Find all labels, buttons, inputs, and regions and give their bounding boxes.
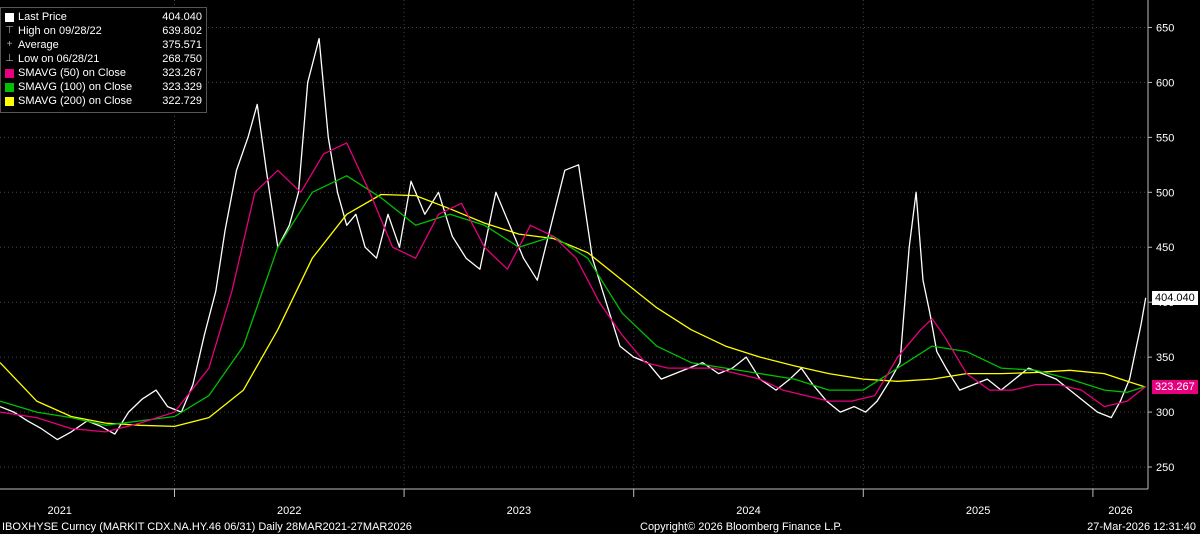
legend-swatch	[5, 82, 14, 92]
series-line-sma200	[0, 193, 1146, 428]
legend-entry-low: ⊥ Low on 06/28/21 268.750	[5, 52, 202, 66]
y-tick-label: 600	[1156, 77, 1174, 89]
legend-label: SMAVG (50) on Close	[18, 67, 127, 79]
y-tick-label: 250	[1156, 462, 1174, 474]
series-line-sma100	[0, 175, 1146, 426]
y-tick-label: 550	[1156, 132, 1174, 144]
x-tick-label: 2023	[507, 505, 531, 517]
y-tick-label: 650	[1156, 22, 1174, 34]
x-tick-label: 2024	[736, 505, 760, 517]
y-tick-label: 300	[1156, 407, 1174, 419]
legend-value: 323.267	[162, 67, 202, 79]
x-tick-label: 2022	[277, 505, 301, 517]
series-line-sma50	[0, 142, 1147, 433]
y-tick-label: 350	[1156, 352, 1174, 364]
y-tick-label: 500	[1156, 187, 1174, 199]
legend-entry-sma100: SMAVG (100) on Close 323.329	[5, 80, 202, 94]
series-line-price	[0, 37, 1147, 441]
legend-value: 404.040	[162, 11, 202, 23]
x-tick-label: 2025	[966, 505, 990, 517]
legend-label: SMAVG (100) on Close	[18, 81, 133, 93]
legend-swatch	[5, 96, 14, 106]
legend-label: Average	[18, 39, 59, 51]
chart-axes: 2503003504004505005506006502021202220232…	[0, 0, 1174, 517]
legend-entry-sma50: SMAVG (50) on Close 323.267	[5, 66, 202, 80]
legend-swatch	[5, 68, 14, 78]
sma50-price-tag: 323.267	[1152, 379, 1198, 394]
chart-series	[0, 37, 1147, 441]
legend-entry-sma200: SMAVG (200) on Close 322.729	[5, 94, 202, 108]
footer-timestamp: 27-Mar-2026 12:31:40	[1087, 521, 1196, 533]
legend-entry-high: ⊤ High on 09/28/22 639.802	[5, 24, 202, 38]
average-marker-icon: +	[6, 39, 13, 50]
legend-label: SMAVG (200) on Close	[18, 95, 133, 107]
x-tick-label: 2021	[47, 505, 71, 517]
legend-entry-last-price: Last Price 404.040	[5, 10, 202, 24]
footer-security-description: IBOXHYSE Curncy (MARKIT CDX.NA.HY.46 06/…	[2, 521, 412, 533]
legend-value: 639.802	[162, 25, 202, 37]
legend-value: 268.750	[162, 53, 202, 65]
footer-copyright: Copyright© 2026 Bloomberg Finance L.P.	[640, 521, 843, 533]
chart-legend: Last Price 404.040 ⊤ High on 09/28/22 63…	[0, 7, 207, 113]
legend-value: 322.729	[162, 95, 202, 107]
legend-value: 375.571	[162, 39, 202, 51]
high-marker-icon: ⊤	[5, 25, 14, 36]
legend-label: High on 09/28/22	[18, 25, 102, 37]
legend-label: Low on 06/28/21	[18, 53, 100, 65]
legend-value: 323.329	[162, 81, 202, 93]
chart-footer: IBOXHYSE Curncy (MARKIT CDX.NA.HY.46 06/…	[0, 520, 1200, 534]
legend-entry-average: + Average 375.571	[5, 38, 202, 52]
low-marker-icon: ⊥	[5, 53, 14, 64]
legend-swatch	[5, 12, 14, 22]
y-tick-label: 450	[1156, 242, 1174, 254]
legend-label: Last Price	[18, 11, 67, 23]
x-tick-label: 2026	[1108, 505, 1132, 517]
last-price-tag: 404.040	[1152, 290, 1198, 305]
